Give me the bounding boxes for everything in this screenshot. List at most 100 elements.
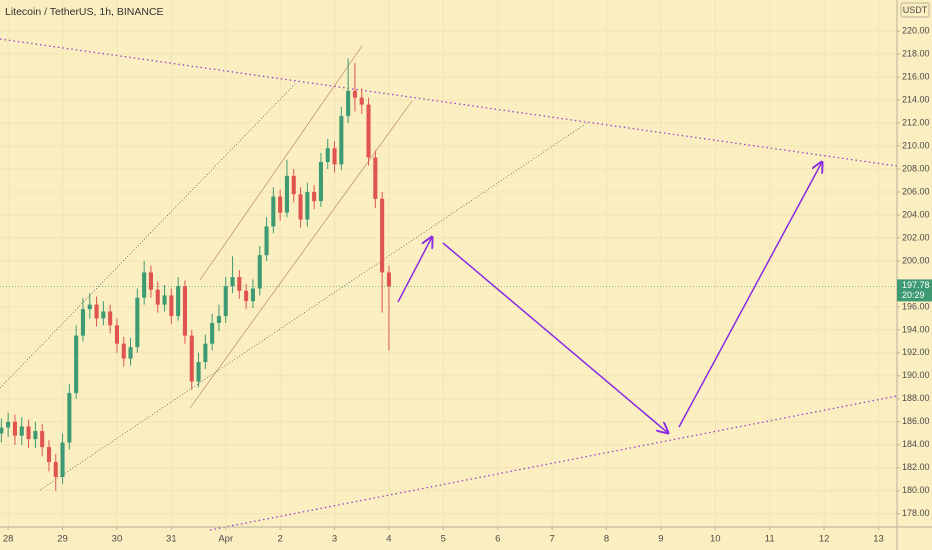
candle-body (19, 426, 24, 436)
y-tick-label: 210.00 (902, 140, 930, 150)
last-price: 197.78 (902, 280, 930, 290)
x-tick-label: 10 (710, 534, 721, 545)
candle-body (87, 304, 92, 310)
x-tick-label: 3 (332, 534, 337, 545)
candle-body (373, 157, 378, 199)
y-tick-label: 186.00 (902, 416, 930, 426)
candle-body (67, 393, 72, 443)
candle-body (169, 295, 174, 317)
candle-body (291, 175, 296, 195)
candle-body (60, 442, 65, 478)
candle-body (339, 116, 344, 165)
arrow (442, 242, 668, 433)
y-tick-label: 208.00 (902, 163, 930, 173)
candle-body (244, 290, 249, 302)
candle-body (223, 286, 228, 317)
candle-body (142, 272, 147, 298)
y-tick-label: 194.00 (902, 324, 930, 334)
candle-body (80, 309, 85, 336)
y-tick-label: 218.00 (902, 48, 930, 58)
x-tick-label: 6 (495, 534, 500, 545)
y-tick-label: 184.00 (902, 439, 930, 449)
candle-body (298, 194, 303, 220)
candle-body (101, 311, 106, 319)
candle-body (325, 148, 330, 163)
arrow (678, 162, 822, 428)
y-tick-label: 214.00 (902, 94, 930, 104)
candle-body (0, 427, 4, 434)
x-tick-label: 7 (549, 534, 554, 545)
candle-body (380, 198, 385, 273)
candle-body (278, 196, 283, 213)
x-tick-label: 8 (604, 534, 609, 545)
candle-body (196, 362, 201, 382)
candle-body (237, 277, 242, 291)
candle-body (155, 289, 160, 305)
currency-box (900, 2, 930, 18)
candle-body (33, 431, 38, 440)
x-tick-label: Apr (218, 534, 233, 545)
countdown: 20:29 (902, 290, 925, 300)
x-tick-label: 29 (57, 534, 68, 545)
candle-body (148, 272, 153, 290)
x-tick-label: 13 (873, 534, 884, 545)
candle-body (352, 90, 357, 98)
candle-body (189, 335, 194, 382)
candles (0, 58, 391, 491)
candle-body (257, 255, 262, 289)
arrow (397, 237, 432, 303)
candle-body (94, 304, 99, 319)
x-tick-label: 4 (386, 534, 391, 545)
chart-title: Litecoin / TetherUS, 1h, BINANCE (5, 6, 164, 18)
x-tick-label: 12 (819, 534, 830, 545)
candle-body (230, 277, 235, 287)
candle-body (74, 335, 79, 394)
candle-body (40, 431, 45, 448)
y-tick-label: 196.00 (902, 301, 930, 311)
candle-body (271, 196, 276, 227)
x-tick-label: 9 (658, 534, 663, 545)
candle-body (203, 343, 208, 363)
y-tick-label: 190.00 (902, 370, 930, 380)
candle-body (6, 421, 11, 428)
y-tick-label: 202.00 (902, 232, 930, 242)
candle-body (366, 104, 371, 158)
candle-body (46, 447, 51, 463)
candle-body (162, 295, 167, 305)
grid (0, 0, 897, 527)
y-tick-label: 180.00 (902, 485, 930, 495)
candle-body (108, 311, 113, 326)
candle-body (12, 421, 17, 436)
candle-body (135, 297, 140, 348)
x-tick-label: 28 (3, 534, 14, 545)
y-tick-label: 212.00 (902, 117, 930, 127)
candle-body (284, 175, 289, 213)
candle-body (250, 288, 255, 302)
x-tick-label: 11 (765, 534, 775, 545)
candle-body (121, 343, 126, 359)
candle-body (359, 97, 364, 105)
candle-body (346, 90, 351, 117)
candle-body (318, 162, 323, 202)
candle-body (176, 286, 181, 317)
candle-body (53, 462, 58, 478)
candle-body (114, 325, 119, 344)
x-tick-label: 2 (277, 534, 282, 545)
candle-body (264, 226, 269, 256)
y-tick-label: 216.00 (902, 71, 930, 81)
candle-body (210, 322, 215, 344)
y-tick-label: 206.00 (902, 186, 930, 196)
candle-body (182, 286, 187, 336)
y-tick-label: 220.00 (902, 25, 930, 35)
y-tick-label: 200.00 (902, 255, 930, 265)
y-tick-label: 192.00 (902, 347, 930, 357)
y-tick-label: 178.00 (902, 508, 930, 518)
candle-body (312, 191, 317, 202)
channel-line (199, 45, 363, 281)
x-tick-label: 31 (166, 534, 177, 545)
candle-body (128, 347, 133, 359)
